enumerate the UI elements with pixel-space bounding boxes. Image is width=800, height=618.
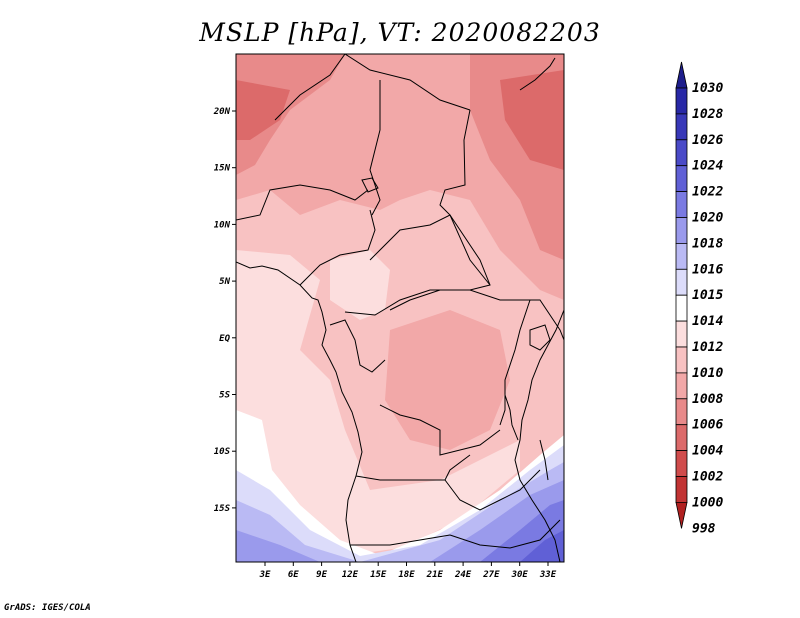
colorbar-label: 1018: [692, 236, 723, 251]
lon-tick-label: 18E: [398, 570, 415, 580]
longitude-ticks: 3E 6E 9E 12E 15E 18E 21E 24E 27E 30E 33E: [259, 562, 557, 580]
lat-tick-label: 5S: [219, 391, 230, 401]
lon-tick-label: 9E: [316, 570, 327, 580]
map-title: MSLP [hPa], VT: 2020082203: [199, 18, 601, 47]
field-1008-congo: [385, 310, 510, 450]
colorbar-swatch: [675, 424, 688, 452]
colorbar-swatch: [675, 242, 688, 270]
lake-victoria: [529, 324, 551, 351]
colorbar-label: 1016: [692, 262, 723, 277]
border-drc-south: [379, 404, 501, 456]
colorbar-label: 1002: [692, 470, 723, 485]
colorbar-label: 1030: [692, 81, 723, 96]
colorbar-bottom-arrow: [675, 501, 688, 529]
lon-tick-label: 33E: [539, 570, 557, 580]
colorbar-swatch: [675, 346, 688, 374]
border-car: [369, 214, 491, 311]
field-1018: [236, 480, 564, 562]
lon-tick-label: 3E: [259, 570, 271, 580]
colorbar-swatch: [675, 450, 688, 477]
latitude-ticks: 20N 15N 10N 5N EQ 5S 10S 15S: [213, 107, 236, 514]
colorbar-swatch: [675, 372, 688, 400]
colorbar-label: 1020: [692, 211, 723, 226]
colorbar-label: 1022: [692, 185, 723, 200]
colorbar-label: 1015: [692, 288, 723, 303]
border-east-africa: [510, 299, 564, 341]
country-borders: [236, 54, 564, 562]
colorbar-swatch: [675, 113, 688, 141]
field-1004-northwest: [236, 80, 290, 140]
border-chad-sudan: [369, 80, 381, 216]
lon-tick-label: 27E: [482, 570, 500, 580]
border-nigeria: [236, 184, 369, 221]
colorbar-swatch: [675, 217, 688, 244]
border-botswana-zim: [449, 519, 561, 549]
colorbar-label: 1012: [692, 340, 723, 355]
colorbar-label: 1010: [692, 366, 723, 381]
lat-tick-label: 15N: [214, 164, 231, 174]
border-congo: [329, 319, 386, 373]
lake-chad: [361, 177, 379, 193]
field-1012-north: [330, 250, 390, 320]
lon-tick-label: 24E: [454, 570, 472, 580]
border-drc-north: [344, 289, 530, 316]
lon-tick-label: 6E: [288, 570, 299, 580]
lat-tick-label: 15S: [214, 504, 231, 514]
coastline-west: [236, 261, 363, 562]
border-libya-chad: [344, 54, 471, 111]
field-1004-northeast: [500, 70, 564, 170]
field-1006-northwest: [236, 54, 345, 175]
border-cameroon: [299, 209, 376, 286]
colorbar-label: 1014: [692, 314, 723, 329]
lon-tick-label: 15E: [370, 570, 387, 580]
colorbar-label: 1028: [692, 107, 723, 122]
border-sudan: [439, 109, 491, 286]
map-frame: [235, 53, 565, 563]
pressure-field: [236, 54, 564, 562]
lat-tick-label: EQ: [219, 334, 230, 344]
field-1012-west: [236, 250, 520, 555]
colorbar-swatch: [675, 268, 688, 296]
credit-text: GrADS: IGES/COLA: [4, 603, 91, 613]
lat-tick-label: 20N: [213, 107, 231, 117]
colorbar-swatch: [675, 476, 688, 503]
border-namibia: [350, 534, 451, 546]
colorbar-label: 1008: [692, 392, 723, 407]
lat-tick-label: 10N: [214, 220, 231, 230]
colorbar-swatch: [675, 191, 688, 218]
lon-tick-label: 12E: [342, 570, 359, 580]
coastline-east: [514, 309, 564, 562]
colorbar-top-arrow: [675, 61, 688, 89]
colorbar-swatch: [675, 294, 688, 322]
colorbar-label: 1026: [692, 133, 723, 148]
colorbar-swatch: [675, 165, 688, 192]
field-1022: [520, 530, 564, 562]
border-zambia: [444, 469, 541, 511]
colorbar-label: 1024: [692, 159, 723, 174]
lon-tick-label: 21E: [426, 570, 444, 580]
colorbar-swatch: [675, 87, 688, 115]
colorbar-swatch: [675, 139, 688, 167]
colorbar-label: 1004: [692, 444, 723, 459]
lake-malawi: [539, 439, 549, 481]
colorbar-label: 1000: [692, 495, 723, 510]
border-drc-east: [499, 299, 531, 426]
colorbar-swatch: [675, 320, 688, 348]
red-sea-coast: [519, 57, 556, 91]
lake-tanganyika: [504, 394, 519, 441]
colorbar-label: 998: [692, 521, 716, 536]
colorbar: 1030 1028 1026 1024 1022 1020 1018 1016 1015 1014…: [675, 61, 723, 536]
border-niger-algeria: [274, 54, 346, 121]
lon-tick-label: 30E: [511, 570, 529, 580]
colorbar-label: 1006: [692, 418, 723, 433]
border-angola: [355, 454, 471, 481]
lat-tick-label: 5N: [219, 277, 230, 287]
lat-tick-label: 10S: [214, 447, 231, 457]
colorbar-swatch: [675, 398, 688, 426]
